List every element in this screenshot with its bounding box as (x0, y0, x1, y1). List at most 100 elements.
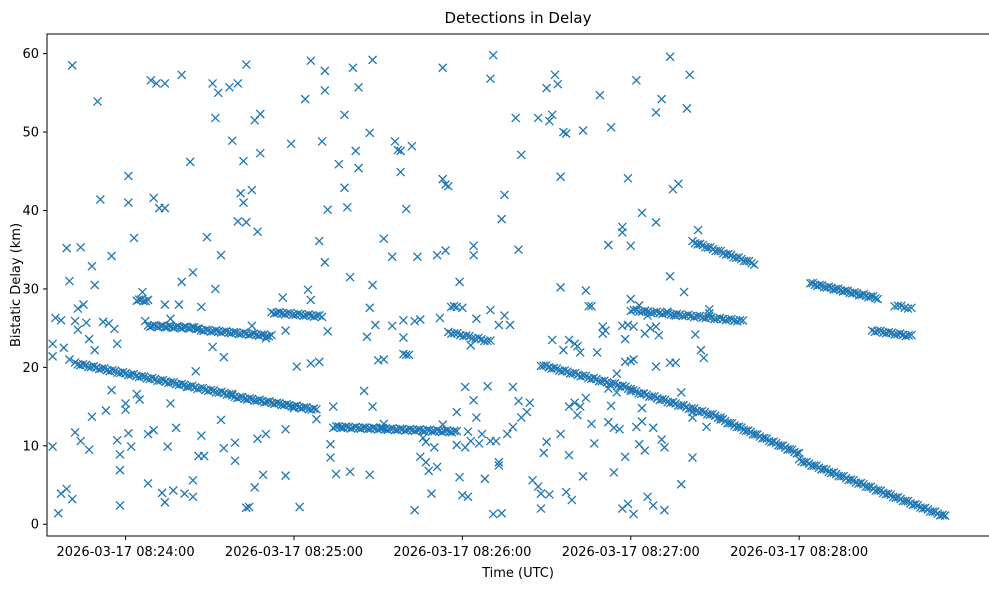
y-tick-label: 10 (22, 439, 39, 454)
data-point-x-marker (180, 489, 189, 499)
data-point-x-marker (474, 438, 484, 448)
data-point-x-marker (345, 467, 355, 477)
data-point-x-marker (626, 241, 636, 251)
data-point-x-marker (760, 433, 769, 443)
data-point-x-marker (140, 316, 150, 326)
data-point-x-marker (940, 511, 950, 521)
data-point-x-marker (643, 311, 653, 321)
data-point-x-marker (572, 341, 582, 351)
data-point-x-marker (334, 159, 344, 169)
data-point-x-marker (95, 195, 105, 204)
data-point-x-marker (249, 329, 259, 338)
data-point-x-marker (699, 353, 709, 363)
data-point-x-marker (147, 373, 157, 383)
data-point-x-marker (893, 301, 903, 311)
data-point-x-marker (715, 313, 725, 323)
data-point-x-marker (607, 378, 617, 388)
data-point-x-marker (671, 311, 681, 321)
data-point-x-marker (705, 410, 715, 420)
data-point-x-marker (306, 358, 316, 368)
data-point-x-marker (239, 328, 249, 338)
data-point-x-marker (651, 362, 661, 372)
data-point-x-marker (702, 422, 711, 432)
data-point-x-marker (542, 437, 552, 447)
data-point-x-marker (690, 329, 700, 339)
data-point-x-marker (561, 129, 571, 139)
data-point-x-marker (132, 389, 142, 399)
data-point-x-marker (906, 330, 916, 340)
data-point-x-marker (281, 326, 291, 335)
data-point-x-marker (471, 314, 481, 324)
data-point-x-marker (221, 326, 231, 336)
data-point-x-marker (143, 295, 153, 305)
y-axis-ticks: 0 10 20 30 40 50 60 (22, 47, 47, 533)
data-point-x-marker (210, 113, 220, 123)
data-point-x-marker (578, 126, 588, 135)
data-point-x-marker (137, 371, 147, 381)
data-point-x-marker (326, 439, 335, 449)
data-point-x-marker (556, 282, 566, 292)
data-point-x-marker (846, 475, 856, 485)
data-point-x-marker (620, 334, 630, 344)
data-point-x-marker (398, 315, 408, 325)
data-point-x-marker (62, 484, 72, 494)
data-point-x-marker (536, 489, 546, 499)
data-point-x-marker (884, 327, 894, 337)
data-point-x-marker (452, 407, 462, 417)
data-point-x-marker (211, 325, 221, 335)
data-point-x-marker (168, 486, 178, 495)
data-point-x-marker (840, 286, 850, 296)
data-point-x-marker (695, 239, 705, 249)
data-point-x-marker (157, 488, 167, 498)
data-point-x-marker (230, 438, 240, 448)
data-point-x-marker (229, 327, 239, 337)
data-point-x-marker (185, 157, 195, 167)
data-point-x-marker (368, 402, 378, 412)
data-point-x-marker (873, 326, 883, 336)
data-point-x-marker (455, 277, 465, 287)
data-point-x-marker (379, 234, 389, 244)
data-point-x-marker (652, 307, 662, 317)
data-point-x-marker (488, 509, 498, 519)
data-point-x-marker (401, 204, 411, 214)
data-point-x-marker (747, 258, 757, 268)
data-point-x-marker (708, 409, 718, 419)
data-point-x-marker (206, 385, 216, 395)
data-point-x-marker (107, 365, 117, 375)
data-point-x-marker (129, 369, 139, 379)
data-point-x-marker (671, 358, 681, 368)
data-point-x-marker (724, 249, 733, 259)
data-point-x-marker (903, 304, 913, 314)
data-point-x-marker (219, 388, 229, 398)
data-point-x-marker (657, 435, 667, 444)
data-point-x-marker (692, 311, 702, 321)
data-point-x-marker (629, 355, 639, 364)
data-point-x-marker (67, 60, 77, 70)
data-point-x-marker (368, 55, 378, 65)
data-point-x-marker (121, 398, 131, 408)
x-tick-label: 2026-03-17 08:27:00 (562, 545, 700, 560)
data-point-x-marker (115, 449, 125, 459)
data-point-x-marker (363, 424, 373, 434)
data-point-x-marker (346, 424, 356, 433)
data-point-x-marker (160, 497, 170, 507)
data-point-x-marker (160, 78, 170, 88)
data-point-x-marker (442, 425, 452, 435)
data-point-x-marker (155, 376, 165, 386)
data-point-x-marker (320, 257, 330, 267)
data-point-x-marker (482, 336, 492, 346)
data-point-x-marker (272, 398, 282, 408)
data-point-x-marker (320, 66, 330, 76)
data-point-x-marker (578, 471, 588, 481)
data-point-x-marker (300, 94, 310, 104)
data-point-x-marker (455, 472, 465, 482)
data-point-x-marker (351, 422, 361, 432)
data-point-x-marker (48, 442, 58, 452)
data-point-x-marker (558, 345, 568, 355)
data-point-x-marker (809, 461, 819, 471)
data-point-x-marker (662, 307, 672, 317)
data-point-x-marker (379, 355, 389, 364)
data-point-x-marker (648, 500, 658, 510)
